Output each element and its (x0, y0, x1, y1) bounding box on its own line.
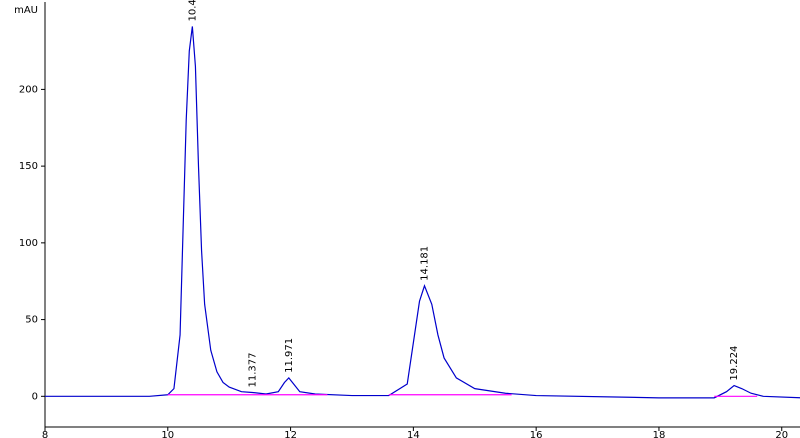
y-tick-label: 0 (32, 391, 38, 402)
x-tick-label: 16 (530, 430, 543, 438)
x-tick-label: 14 (407, 430, 420, 438)
x-tick-label: 12 (284, 430, 297, 438)
x-tick-label: 10 (161, 430, 174, 438)
peak-label: 19.224 (729, 346, 740, 381)
y-tick-label: 150 (19, 161, 38, 172)
peak-label: 10.400 (187, 0, 198, 21)
x-tick-label: 20 (775, 430, 788, 438)
peak-label: 14.181 (419, 246, 430, 281)
trace-line (45, 26, 800, 399)
peak-label: 11.971 (284, 338, 295, 373)
x-tick-label: 8 (42, 430, 48, 438)
x-tick-label: 18 (653, 430, 666, 438)
y-tick-label: 100 (19, 238, 38, 249)
y-axis-label: mAU (14, 5, 38, 16)
y-tick-label: 200 (19, 84, 38, 95)
peak-label: 11.377 (247, 352, 258, 387)
y-tick-label: 50 (25, 315, 38, 326)
